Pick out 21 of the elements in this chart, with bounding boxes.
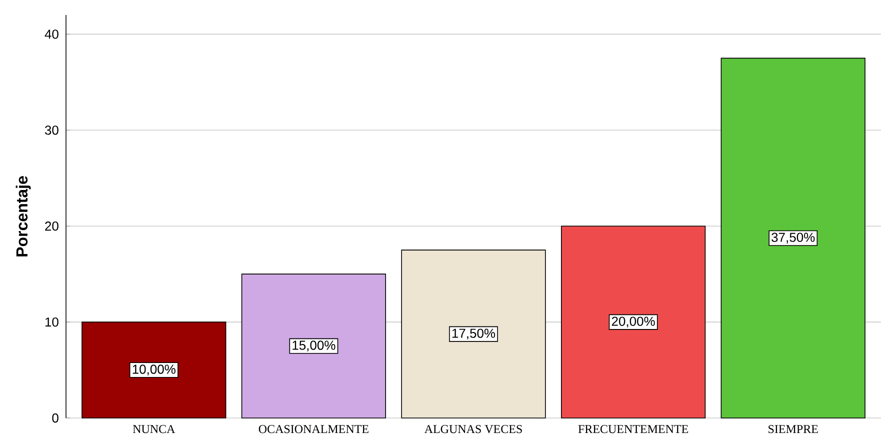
x-tick-label: SIEMPRE bbox=[768, 425, 818, 434]
bar bbox=[560, 226, 706, 418]
x-tick-label: OCASIONALMENTE bbox=[258, 425, 368, 434]
bar bbox=[82, 322, 226, 418]
y-tick-label: 20 bbox=[45, 222, 58, 231]
data-label: 37,50% bbox=[772, 232, 815, 244]
data-label: 17,50% bbox=[452, 328, 496, 340]
y-axis-title: Porcentaje bbox=[16, 176, 31, 256]
data-label: 20,00% bbox=[612, 316, 655, 328]
y-tick-label: 30 bbox=[44, 126, 58, 135]
y-tick-label: 10 bbox=[45, 317, 58, 327]
x-tick-label: ALGUNAS VECES bbox=[424, 425, 522, 434]
x-tick-label: NUNCA bbox=[132, 425, 176, 434]
y-tick-label: 40 bbox=[44, 30, 58, 39]
y-tick-label: 0 bbox=[52, 413, 58, 423]
bar bbox=[241, 274, 386, 418]
x-tick-label: FRECUENTEMENTE bbox=[578, 425, 688, 434]
data-label: 15,00% bbox=[292, 340, 336, 352]
bar bbox=[720, 58, 866, 418]
bar bbox=[401, 250, 546, 418]
data-label: 10,00% bbox=[132, 364, 176, 376]
